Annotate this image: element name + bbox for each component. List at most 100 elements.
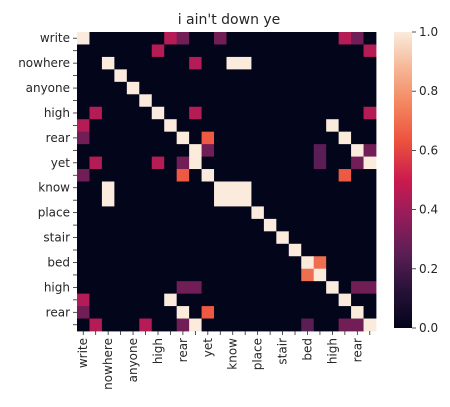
heatmap-cell (276, 193, 290, 207)
heatmap-cell (351, 243, 364, 257)
heatmap-cell (263, 181, 277, 195)
heatmap-cell (201, 318, 215, 332)
colorbar-axis: 0.0 0.2 0.4 0.6 0.8 1.0 (412, 25, 438, 335)
heatmap-cell (139, 206, 153, 220)
heatmap-cell (238, 119, 252, 133)
heatmap-cell (164, 69, 178, 83)
heatmap-cell (351, 281, 364, 295)
heatmap-cell (151, 106, 165, 120)
heatmap-cell (313, 144, 327, 157)
heatmap-cell (139, 293, 153, 307)
heatmap-cell (101, 193, 115, 207)
heatmap-cell (139, 169, 153, 182)
heatmap-cell (263, 56, 277, 70)
heatmap-cell (176, 81, 190, 95)
heatmap-cell (301, 268, 315, 282)
colorbar-tick-label: 1.0 (419, 25, 438, 39)
heatmap-cell (238, 231, 252, 245)
heatmap-cell (139, 306, 153, 319)
heatmap-cell (101, 318, 115, 332)
heatmap-cell (151, 56, 165, 70)
heatmap-cell (313, 206, 327, 220)
heatmap-cell (89, 218, 103, 232)
heatmap-cell (301, 44, 315, 58)
heatmap-cell (126, 56, 140, 70)
heatmap-cell (189, 318, 202, 332)
heatmap-cell (89, 268, 103, 282)
heatmap-cell (326, 69, 340, 83)
heatmap-cell (363, 256, 377, 270)
heatmap-cell (351, 206, 364, 220)
heatmap-cell (176, 144, 190, 157)
heatmap-cell (326, 181, 340, 195)
heatmap-cell (139, 94, 153, 108)
heatmap-cell (263, 32, 277, 45)
heatmap-cell (263, 218, 277, 232)
heatmap-cell (326, 44, 340, 58)
heatmap-cell (176, 56, 190, 70)
heatmap-cell (214, 131, 227, 145)
heatmap-cell (363, 44, 377, 58)
heatmap-cell (139, 56, 153, 70)
heatmap-cell (114, 94, 128, 108)
heatmap-cell (326, 193, 340, 207)
heatmap-cell (338, 106, 352, 120)
heatmap-cell (77, 32, 90, 45)
heatmap-cell (238, 156, 252, 170)
heatmap-cell (276, 206, 290, 220)
heatmap-cell (351, 81, 364, 95)
heatmap-cell (313, 119, 327, 133)
heatmap-cell (301, 156, 315, 170)
heatmap-cell (326, 206, 340, 220)
heatmap-cell (189, 256, 202, 270)
heatmap-cell (251, 32, 265, 45)
heatmap-cell (351, 318, 364, 332)
heatmap-cell (363, 281, 377, 295)
heatmap-cell (351, 218, 364, 232)
heatmap-cell (89, 169, 103, 182)
heatmap-cell (114, 243, 128, 257)
heatmap-cell (226, 44, 240, 58)
heatmap-cell (363, 69, 377, 83)
heatmap-cell (101, 106, 115, 120)
heatmap-cell (301, 293, 315, 307)
heatmap-cell (189, 206, 202, 220)
heatmap-cell (126, 156, 140, 170)
heatmap-cell (77, 119, 90, 133)
heatmap-cell (363, 181, 377, 195)
heatmap-cell (201, 169, 215, 182)
y-tick-label: know (38, 181, 70, 195)
heatmap-cell (89, 193, 103, 207)
heatmap-cell (189, 94, 202, 108)
heatmap-cell (139, 243, 153, 257)
heatmap-cell (338, 318, 352, 332)
heatmap-cell (263, 268, 277, 282)
x-axis: write nowhere anyone high rear yet know place st… (76, 331, 371, 390)
heatmap-cell (126, 44, 140, 58)
heatmap-cell (201, 44, 215, 58)
heatmap-cell (101, 268, 115, 282)
heatmap-cell (89, 256, 103, 270)
heatmap-cell (363, 231, 377, 245)
heatmap-cell (101, 256, 115, 270)
heatmap-cell (238, 306, 252, 319)
heatmap-cell (176, 293, 190, 307)
heatmap-cell (126, 306, 140, 319)
heatmap-cell (326, 156, 340, 170)
heatmap-cell (89, 156, 103, 170)
heatmap-cell (77, 181, 90, 195)
heatmap-cell (201, 293, 215, 307)
heatmap-cell (176, 206, 190, 220)
heatmap-cell (326, 131, 340, 145)
heatmap-cell (288, 206, 302, 220)
heatmap-cell (251, 243, 265, 257)
heatmap-cell (214, 306, 227, 319)
heatmap-cell (276, 318, 290, 332)
heatmap-cell (288, 268, 302, 282)
heatmap-cell (214, 119, 227, 133)
heatmap-cell (251, 144, 265, 157)
heatmap-cell (89, 94, 103, 108)
heatmap-cell (301, 81, 315, 95)
x-tick-label: bed (300, 338, 314, 361)
heatmap-cell (101, 243, 115, 257)
